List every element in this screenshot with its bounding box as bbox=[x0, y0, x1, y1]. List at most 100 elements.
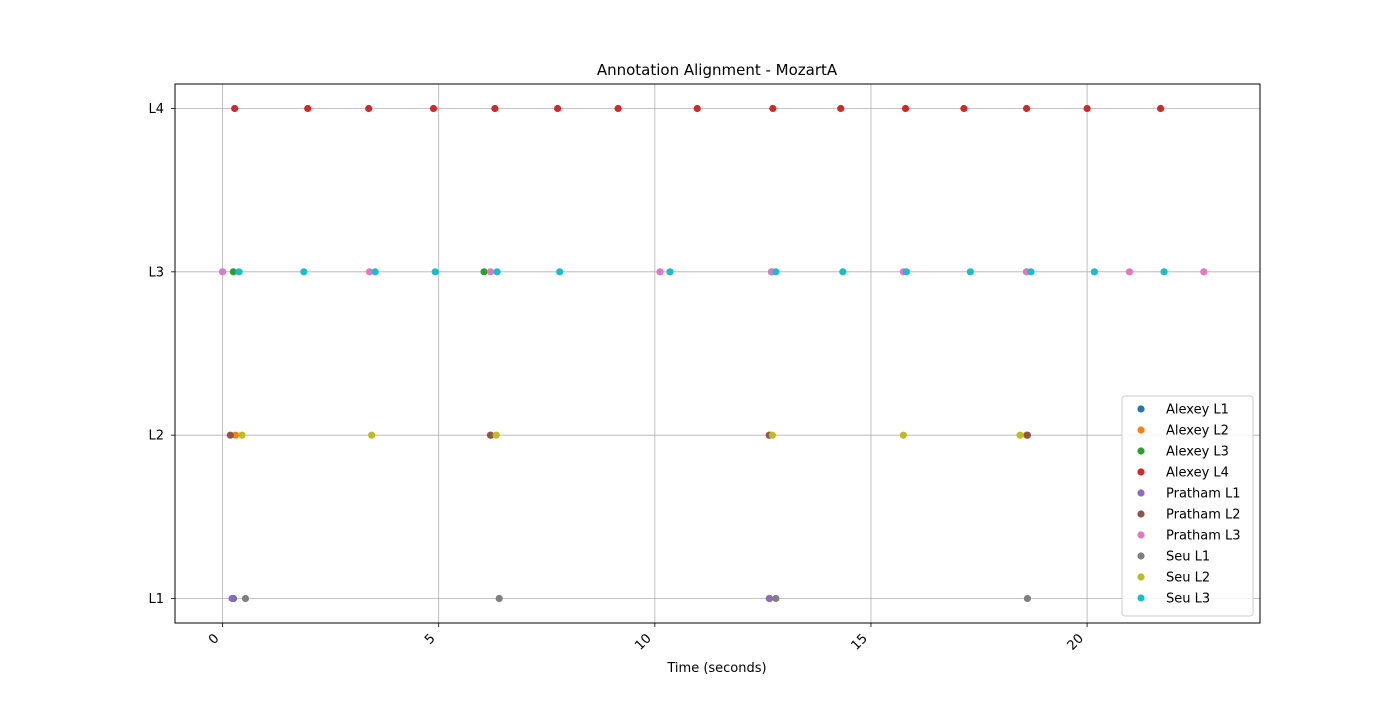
data-point bbox=[772, 268, 780, 276]
legend-marker bbox=[1137, 447, 1145, 455]
plot-frame bbox=[174, 83, 1261, 624]
legend: Alexey L1 Alexey L2 Alexey L3 Alexey L4 Prat… bbox=[1121, 395, 1254, 617]
data-point bbox=[1125, 268, 1134, 276]
data-point bbox=[1022, 104, 1031, 113]
data-point bbox=[614, 104, 622, 113]
data-point bbox=[492, 431, 500, 439]
data-point bbox=[902, 268, 911, 276]
legend-item: Alexey L2 bbox=[1137, 424, 1229, 439]
data-point bbox=[486, 268, 495, 276]
y-tick-label: L3 bbox=[148, 265, 164, 280]
data-point bbox=[769, 104, 777, 113]
data-point bbox=[491, 104, 499, 113]
data-point bbox=[235, 268, 243, 276]
data-point bbox=[371, 268, 379, 276]
data-point bbox=[486, 431, 495, 439]
legend-label: Seu L3 bbox=[1166, 592, 1210, 607]
x-axis-label: Time (seconds) bbox=[666, 661, 766, 676]
data-point bbox=[1023, 431, 1032, 439]
x-tick-label: 10 bbox=[632, 631, 654, 653]
y-tick-label: L4 bbox=[148, 102, 164, 117]
ticks-layer: 0 5 10 15 20 L1 L2 L3 L4 bbox=[148, 102, 1088, 654]
data-point bbox=[365, 268, 374, 276]
grid-layer bbox=[175, 84, 1260, 623]
data-point bbox=[228, 594, 236, 603]
data-point bbox=[218, 268, 227, 276]
data-point bbox=[553, 104, 562, 113]
legend-item: Alexey L1 bbox=[1137, 403, 1229, 418]
data-point bbox=[966, 268, 974, 276]
data-point bbox=[229, 268, 237, 276]
series-pratham-l1 bbox=[228, 594, 773, 603]
y-tick-label: L2 bbox=[148, 429, 164, 444]
legend-item: Pratham L1 bbox=[1137, 487, 1241, 502]
data-point bbox=[666, 268, 674, 276]
legend-marker bbox=[1137, 531, 1145, 539]
data-point bbox=[1160, 268, 1168, 276]
data-point bbox=[1090, 268, 1099, 276]
data-point bbox=[238, 431, 246, 439]
series-seu-l1 bbox=[241, 594, 1032, 603]
data-point bbox=[241, 594, 250, 603]
data-point bbox=[693, 104, 701, 113]
data-point bbox=[231, 431, 240, 439]
legend-label: Alexey L4 bbox=[1166, 466, 1229, 481]
data-point bbox=[495, 594, 503, 603]
x-tick-label: 0 bbox=[206, 631, 222, 647]
series-seu-l3 bbox=[235, 268, 1168, 276]
data-point bbox=[365, 104, 373, 113]
series-alexey-l4 bbox=[231, 104, 1165, 113]
data-point bbox=[304, 104, 312, 113]
legend-marker bbox=[1137, 510, 1145, 518]
data-point bbox=[368, 431, 376, 439]
legend-item: Pratham L2 bbox=[1137, 508, 1241, 523]
legend-marker bbox=[1137, 594, 1145, 602]
legend-item: Alexey L4 bbox=[1137, 466, 1229, 481]
data-point bbox=[656, 268, 664, 276]
data-point bbox=[765, 594, 773, 603]
legend-label: Alexey L2 bbox=[1166, 424, 1229, 439]
points-layer bbox=[218, 104, 1208, 603]
legend-item: Alexey L3 bbox=[1137, 445, 1229, 460]
data-point bbox=[899, 431, 907, 439]
data-point bbox=[901, 104, 910, 113]
legend-item: Seu L1 bbox=[1137, 550, 1210, 565]
x-tick-label: 15 bbox=[848, 631, 870, 653]
legend-label: Pratham L3 bbox=[1166, 529, 1241, 544]
data-point bbox=[231, 104, 239, 113]
data-point bbox=[556, 268, 564, 276]
data-point bbox=[1027, 268, 1035, 276]
data-point bbox=[429, 104, 438, 113]
data-point bbox=[1200, 268, 1208, 276]
chart-title: Annotation Alignment - MozartA bbox=[597, 61, 838, 79]
data-point bbox=[300, 268, 308, 276]
legend-marker bbox=[1137, 405, 1145, 413]
data-point bbox=[1083, 104, 1091, 113]
legend-label: Alexey L1 bbox=[1166, 403, 1229, 418]
legend-marker bbox=[1137, 468, 1145, 476]
legend-item: Seu L2 bbox=[1137, 571, 1210, 586]
legend-item: Pratham L3 bbox=[1137, 529, 1241, 544]
legend-label: Alexey L3 bbox=[1166, 445, 1229, 460]
x-tick-label: 20 bbox=[1065, 631, 1087, 653]
legend-marker bbox=[1137, 552, 1145, 560]
data-point bbox=[480, 268, 488, 276]
data-point bbox=[431, 268, 439, 276]
series-seu-l2 bbox=[238, 431, 1024, 439]
data-point bbox=[1156, 104, 1165, 113]
legend-frame bbox=[1121, 395, 1254, 617]
data-point bbox=[493, 268, 501, 276]
data-point bbox=[839, 268, 847, 276]
data-point bbox=[960, 104, 968, 113]
data-point bbox=[768, 431, 776, 439]
legend-marker bbox=[1137, 426, 1145, 434]
data-point bbox=[1023, 594, 1032, 603]
legend-label: Pratham L1 bbox=[1166, 487, 1241, 502]
legend-label: Seu L1 bbox=[1166, 550, 1210, 565]
data-point bbox=[837, 104, 845, 113]
legend-item: Seu L3 bbox=[1137, 592, 1210, 607]
legend-marker bbox=[1137, 573, 1145, 581]
x-tick-label: 5 bbox=[422, 631, 438, 647]
data-point bbox=[1016, 431, 1024, 439]
